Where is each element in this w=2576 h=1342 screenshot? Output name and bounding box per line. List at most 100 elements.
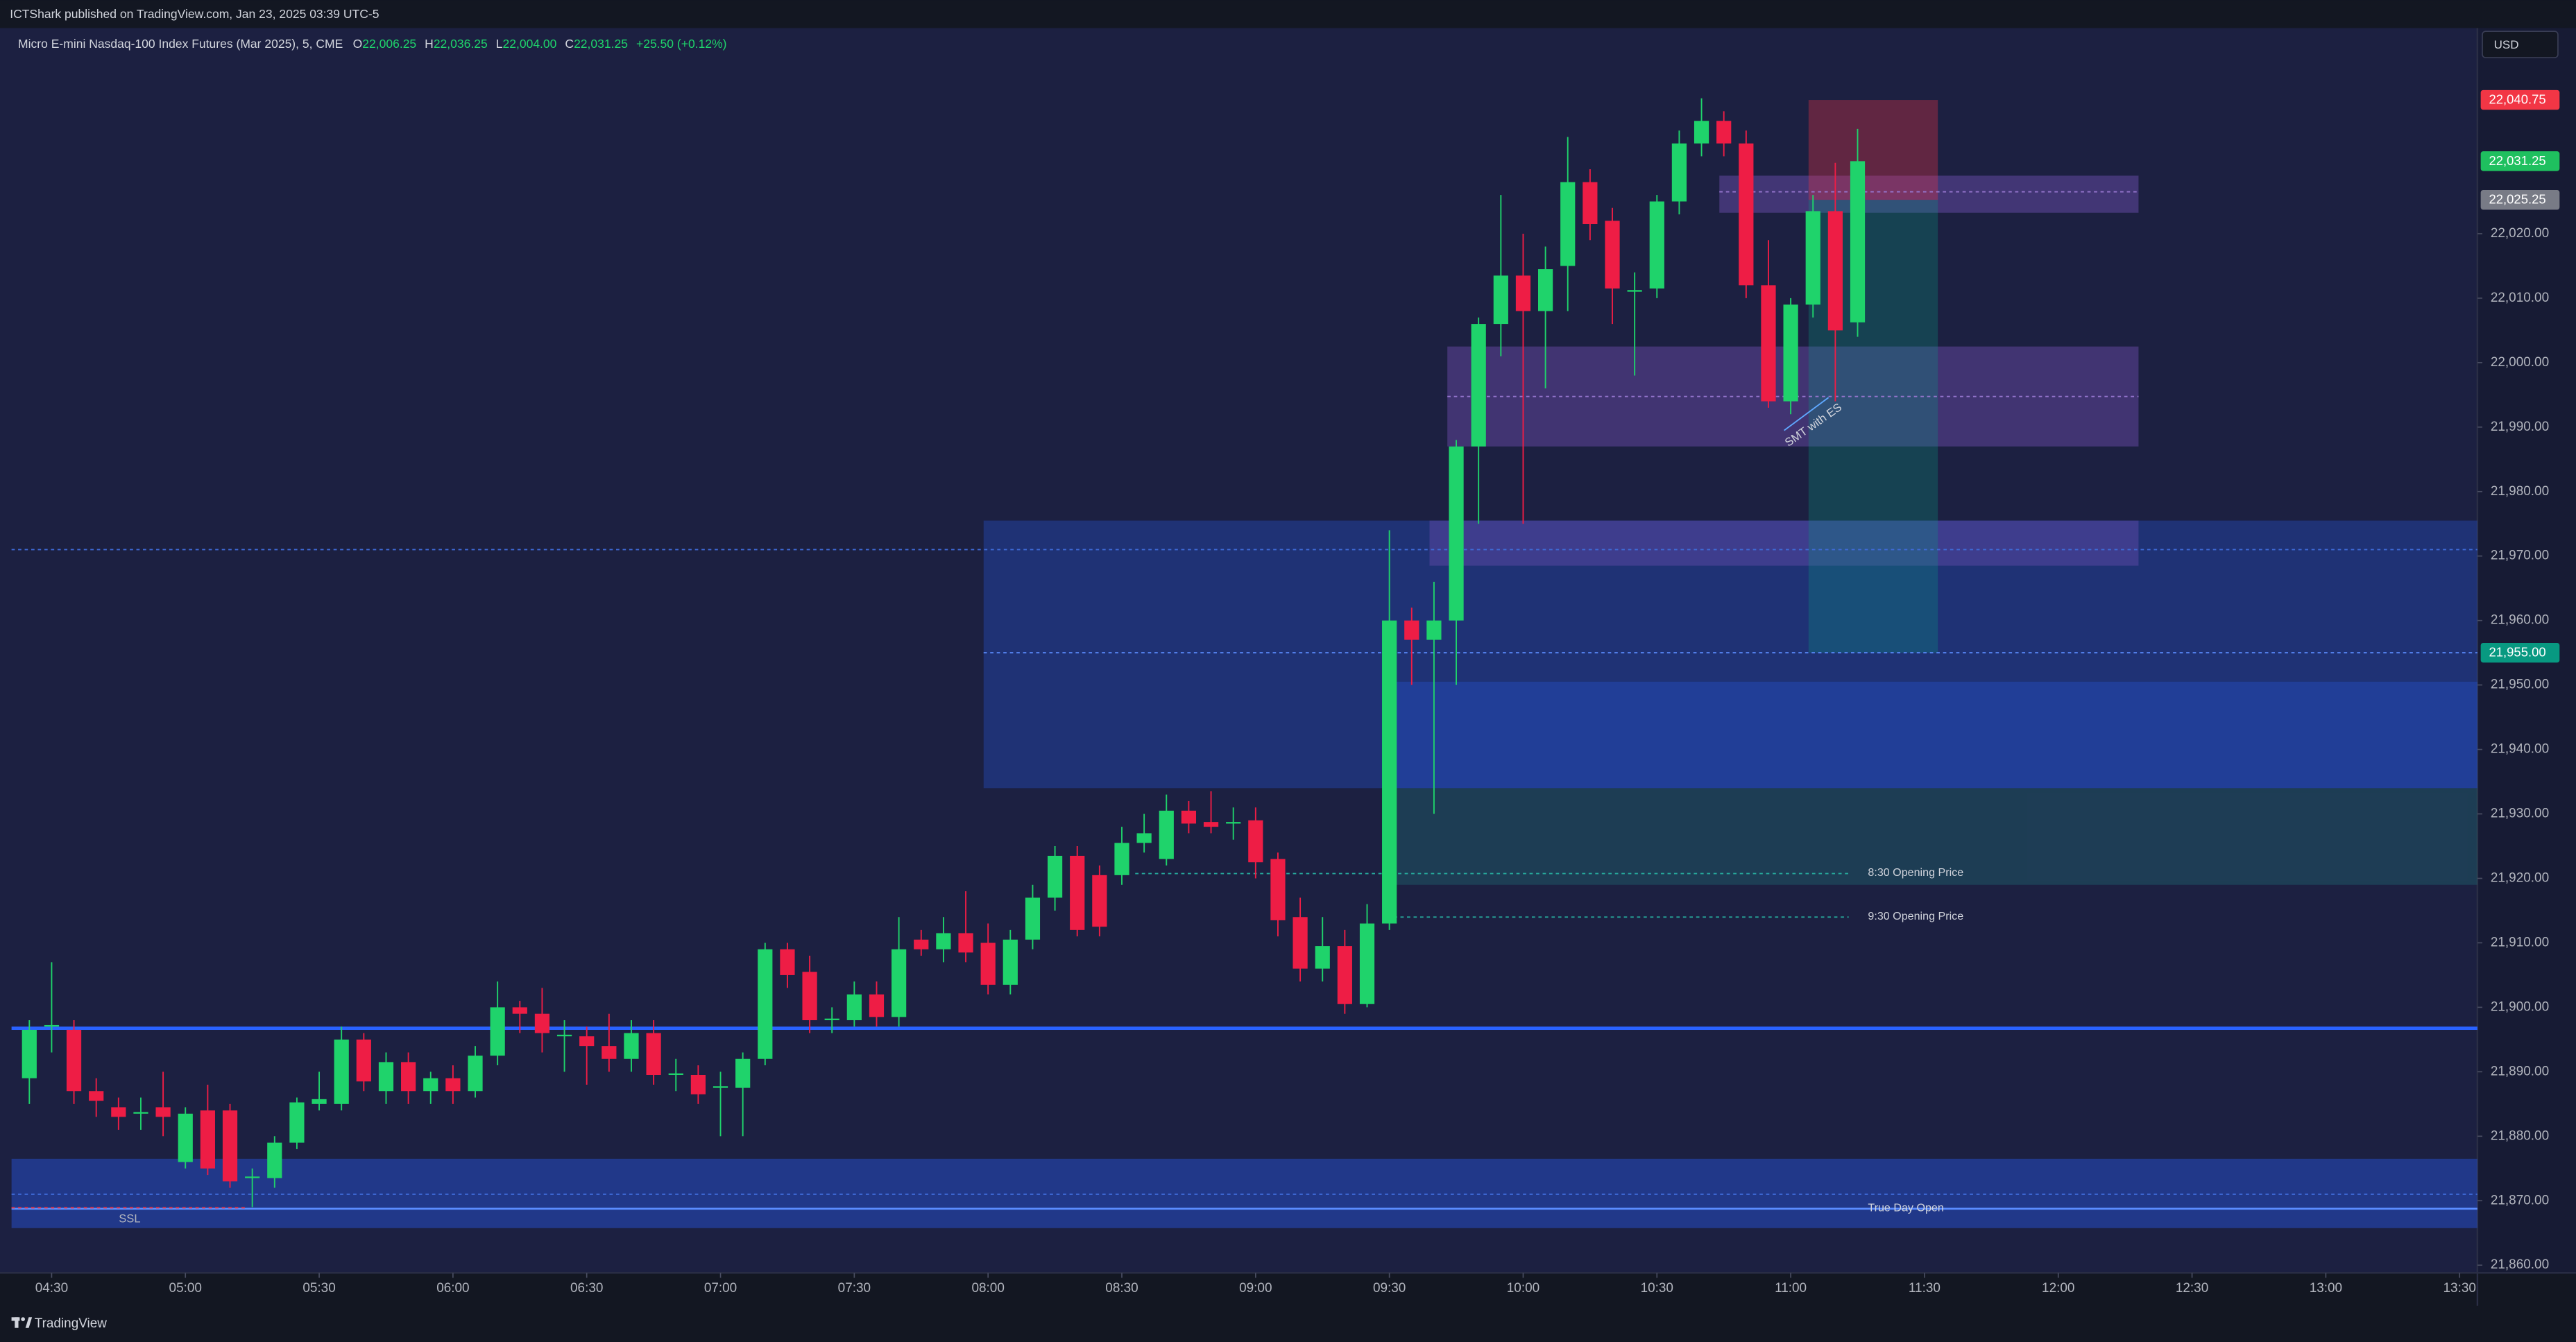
candle <box>892 917 907 1027</box>
candle <box>1850 128 1866 337</box>
ohlc-value: 22,036.25 <box>434 37 488 51</box>
y-tick-label: 22,010.00 <box>2491 291 2549 305</box>
tradingview-logo <box>11 1317 33 1328</box>
candle <box>1739 130 1754 298</box>
logo-part <box>15 1317 19 1328</box>
candle <box>1181 800 1197 834</box>
candle-body <box>1114 843 1129 875</box>
candle <box>646 1020 661 1085</box>
candle <box>556 1020 572 1072</box>
candle <box>1716 111 1732 157</box>
candle <box>534 988 550 1053</box>
candle <box>1671 130 1687 215</box>
candle <box>869 981 885 1027</box>
price-tag <box>2480 189 2560 210</box>
level-label: 8:30 Opening Price <box>1868 866 1963 879</box>
candle-body <box>1337 946 1352 1004</box>
candle-body <box>1515 275 1531 311</box>
y-tick-label: 21,990.00 <box>2491 420 2549 434</box>
candle-body <box>1003 939 1018 985</box>
candle <box>735 1052 751 1137</box>
ohlc-key: H <box>425 37 434 51</box>
candle-body <box>1025 897 1041 940</box>
x-tick-label: 06:00 <box>436 1281 469 1296</box>
price-tag-label: 22,025.25 <box>2489 192 2545 207</box>
candle-body <box>1359 923 1375 1004</box>
x-tick-label: 13:00 <box>2310 1281 2342 1296</box>
candle-body <box>802 972 817 1020</box>
candle-body <box>1270 859 1286 920</box>
x-tick-label: 05:00 <box>169 1281 202 1296</box>
level-label: SSL <box>119 1212 140 1225</box>
logo-part <box>21 1317 25 1321</box>
candle <box>22 1020 37 1104</box>
logo-part <box>25 1317 33 1328</box>
candle <box>690 1065 706 1104</box>
ohlc-value: 22,031.25 <box>574 37 628 51</box>
candle <box>1426 581 1442 814</box>
candle <box>289 1097 305 1149</box>
candle <box>44 962 60 1053</box>
level-label: True Day Open <box>1868 1201 1943 1214</box>
candle <box>846 981 862 1027</box>
candle <box>602 1013 617 1072</box>
change: +25.50 (+0.12%) <box>636 37 727 51</box>
candle-body <box>602 1046 617 1059</box>
y-tick-label: 21,890.00 <box>2491 1064 2549 1078</box>
candle-body <box>378 1062 394 1092</box>
candle <box>66 1020 82 1104</box>
x-tick-label: 05:30 <box>302 1281 335 1296</box>
candle-body <box>1716 121 1732 144</box>
candle <box>490 981 505 1066</box>
candle <box>1337 929 1352 1014</box>
candle-body <box>869 994 885 1017</box>
candle-body <box>713 1086 728 1088</box>
x-tick-label: 11:00 <box>1775 1281 1807 1296</box>
y-tick-label: 21,920.00 <box>2491 870 2549 885</box>
candle-body <box>44 1024 60 1027</box>
symbol: Micro E-mini Nasdaq-100 Index Futures (M… <box>18 37 343 51</box>
candle-body <box>445 1078 461 1092</box>
candle <box>1560 137 1576 311</box>
candle-body <box>1783 304 1798 402</box>
candle-body <box>624 1033 639 1059</box>
candle <box>1047 846 1063 911</box>
candle-body <box>579 1036 595 1047</box>
y-tick-label: 21,950.00 <box>2491 678 2549 692</box>
candle <box>178 1107 193 1169</box>
candle-body <box>1092 875 1107 927</box>
candle <box>1070 846 1085 937</box>
candle <box>89 1078 104 1117</box>
candle <box>1003 929 1018 995</box>
candle-body <box>468 1056 483 1092</box>
x-tick-label: 08:00 <box>971 1281 1004 1296</box>
annotation-line <box>1784 397 1829 431</box>
y-tick-label: 21,900.00 <box>2491 999 2549 1014</box>
candle <box>356 1033 371 1092</box>
candle-body <box>958 933 973 953</box>
candle-body <box>1070 855 1085 930</box>
candle-body <box>200 1110 215 1169</box>
candle <box>1783 298 1798 415</box>
candle-body <box>1805 211 1820 305</box>
currency-button[interactable] <box>2482 31 2559 58</box>
candle <box>1315 917 1330 982</box>
candle <box>1136 814 1152 853</box>
candle <box>1293 897 1308 982</box>
symbol-line: Micro E-mini Nasdaq-100 Index Futures (M… <box>18 37 726 51</box>
level-label: 9:30 Opening Price <box>1868 910 1963 922</box>
ohlc-key: L <box>496 37 503 51</box>
candle <box>1515 233 1531 524</box>
zone <box>1394 681 2477 789</box>
candle-body <box>980 943 996 985</box>
candle-body <box>356 1039 371 1082</box>
candle <box>1092 865 1107 937</box>
candle-body <box>401 1062 416 1092</box>
candle-body <box>646 1033 661 1075</box>
candle-body <box>490 1007 505 1056</box>
candle <box>1761 240 1776 408</box>
candle-body <box>1426 620 1442 640</box>
candle-body <box>690 1074 706 1094</box>
y-tick-label: 21,930.00 <box>2491 807 2549 821</box>
candle-body <box>1605 221 1620 289</box>
